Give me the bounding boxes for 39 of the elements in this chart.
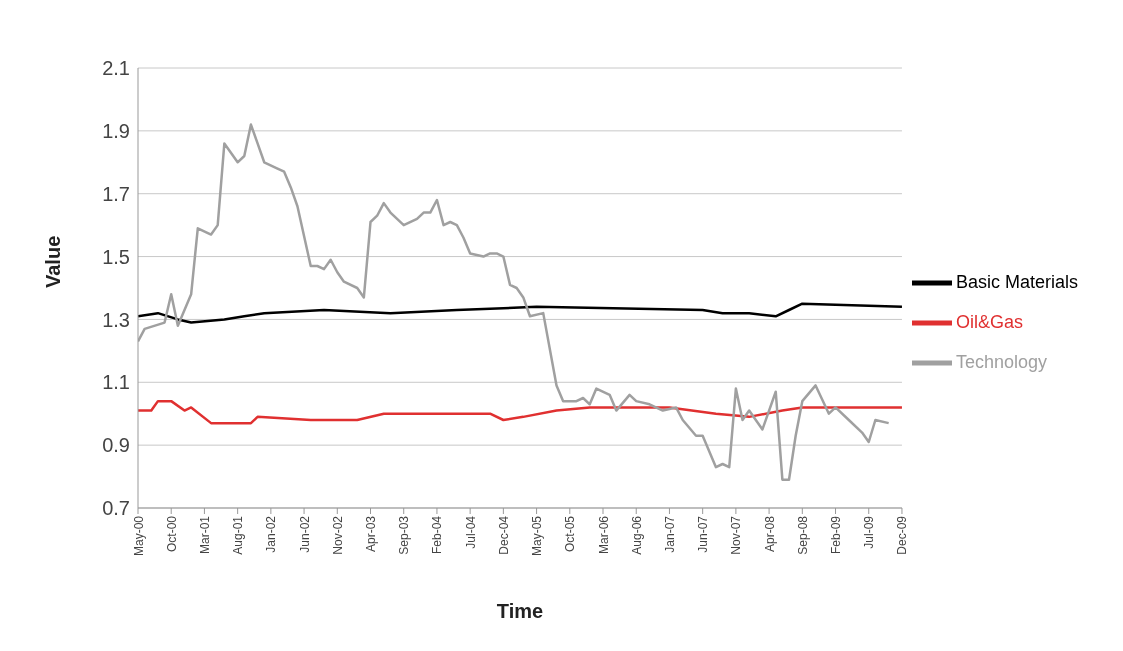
legend-label: Technology [955, 351, 1048, 372]
x-tick-label: May-05 [530, 515, 545, 557]
x-tick-label: Apr-03 [364, 515, 379, 553]
legend-label: Basic Materials [955, 271, 1078, 292]
y-tick-label: 0.7 [102, 497, 130, 520]
x-tick-label: Aug-01 [231, 515, 246, 555]
y-tick-label: 1.9 [102, 119, 130, 142]
x-tick-label: Sep-03 [397, 515, 412, 555]
y-tick-label: 1.7 [102, 182, 130, 205]
x-tick-label: Oct-05 [563, 515, 578, 553]
x-tick-label: Feb-09 [829, 515, 844, 555]
x-tick-label: Jan-07 [662, 515, 677, 553]
x-tick-label: Nov-02 [330, 515, 345, 555]
y-tick-label: 0.9 [102, 434, 130, 457]
x-tick-label: Dec-04 [496, 515, 511, 555]
x-axis-title: Time [496, 600, 544, 622]
legend-label: Oil&Gas [955, 311, 1023, 332]
x-tick-label: Nov-07 [729, 515, 744, 555]
x-tick-label: Mar-01 [197, 515, 212, 555]
y-tick-label: 1.3 [102, 308, 130, 331]
line-series [138, 399, 902, 425]
x-tick-label: Oct-00 [164, 515, 179, 553]
x-tick-label: Apr-08 [762, 515, 777, 553]
x-tick-label: Jun-02 [297, 515, 312, 553]
x-tick-label: Aug-06 [629, 515, 644, 555]
y-axis-title: Value [42, 235, 65, 288]
x-tick-label: Feb-04 [430, 515, 445, 555]
x-tick-label: Jul-09 [862, 515, 877, 549]
line-series [138, 302, 902, 324]
x-tick-label: Dec-09 [895, 515, 910, 555]
y-tick-label: 1.1 [102, 371, 130, 394]
x-tick-label: Sep-08 [795, 515, 810, 555]
x-tick-label: Jun-07 [696, 515, 711, 553]
y-tick-label: 1.5 [102, 245, 130, 268]
y-tick-label: 2.1 [102, 57, 130, 80]
x-tick-label: May-00 [131, 515, 146, 557]
x-tick-label: Jul-04 [463, 515, 478, 549]
x-tick-label: Mar-06 [596, 515, 611, 555]
x-tick-label: Jan-02 [264, 515, 279, 553]
